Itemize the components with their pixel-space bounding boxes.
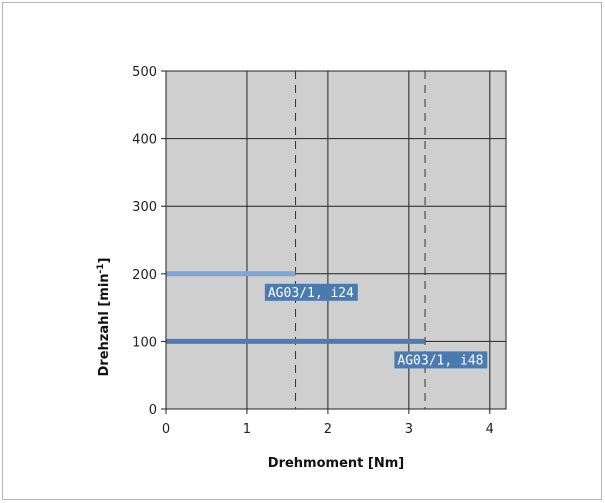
x-tick-label: 0 bbox=[162, 422, 170, 437]
y-tick-label: 400 bbox=[132, 133, 157, 148]
y-tick-label: 0 bbox=[149, 403, 157, 418]
series-layer: AG03/1, i24 AG03/1, i48 bbox=[166, 271, 488, 369]
chart: AG03/1, i24 AG03/1, i48 0 1 2 3 4 0 100 200 300 40… bbox=[96, 65, 507, 471]
x-axis-label: Drehmoment [Nm] bbox=[268, 456, 404, 471]
grid bbox=[166, 71, 506, 409]
x-tick-label: 2 bbox=[324, 422, 332, 437]
y-axis-label: Drehzahl [min-1] bbox=[96, 257, 112, 376]
y-axis-label-sup: -1 bbox=[96, 263, 106, 273]
y-axis-label-main: Drehzahl [min bbox=[97, 273, 112, 376]
series-label-background bbox=[264, 283, 358, 301]
series-label: AG03/1, i48 bbox=[397, 353, 483, 368]
series-label: AG03/1, i24 bbox=[268, 286, 354, 301]
ticks: 0 1 2 3 4 0 100 200 300 400 500 bbox=[132, 65, 494, 437]
x-tick-label: 4 bbox=[486, 422, 494, 437]
x-tick-label: 3 bbox=[405, 422, 413, 437]
y-tick-label: 100 bbox=[132, 335, 157, 350]
y-axis-label-close: ] bbox=[97, 257, 112, 263]
series-label-background bbox=[394, 351, 488, 369]
y-tick-label: 300 bbox=[132, 200, 157, 215]
x-tick-label: 1 bbox=[243, 422, 251, 437]
y-tick-label: 200 bbox=[132, 268, 157, 283]
plot-border bbox=[165, 70, 507, 410]
y-tick-label: 500 bbox=[132, 65, 157, 80]
